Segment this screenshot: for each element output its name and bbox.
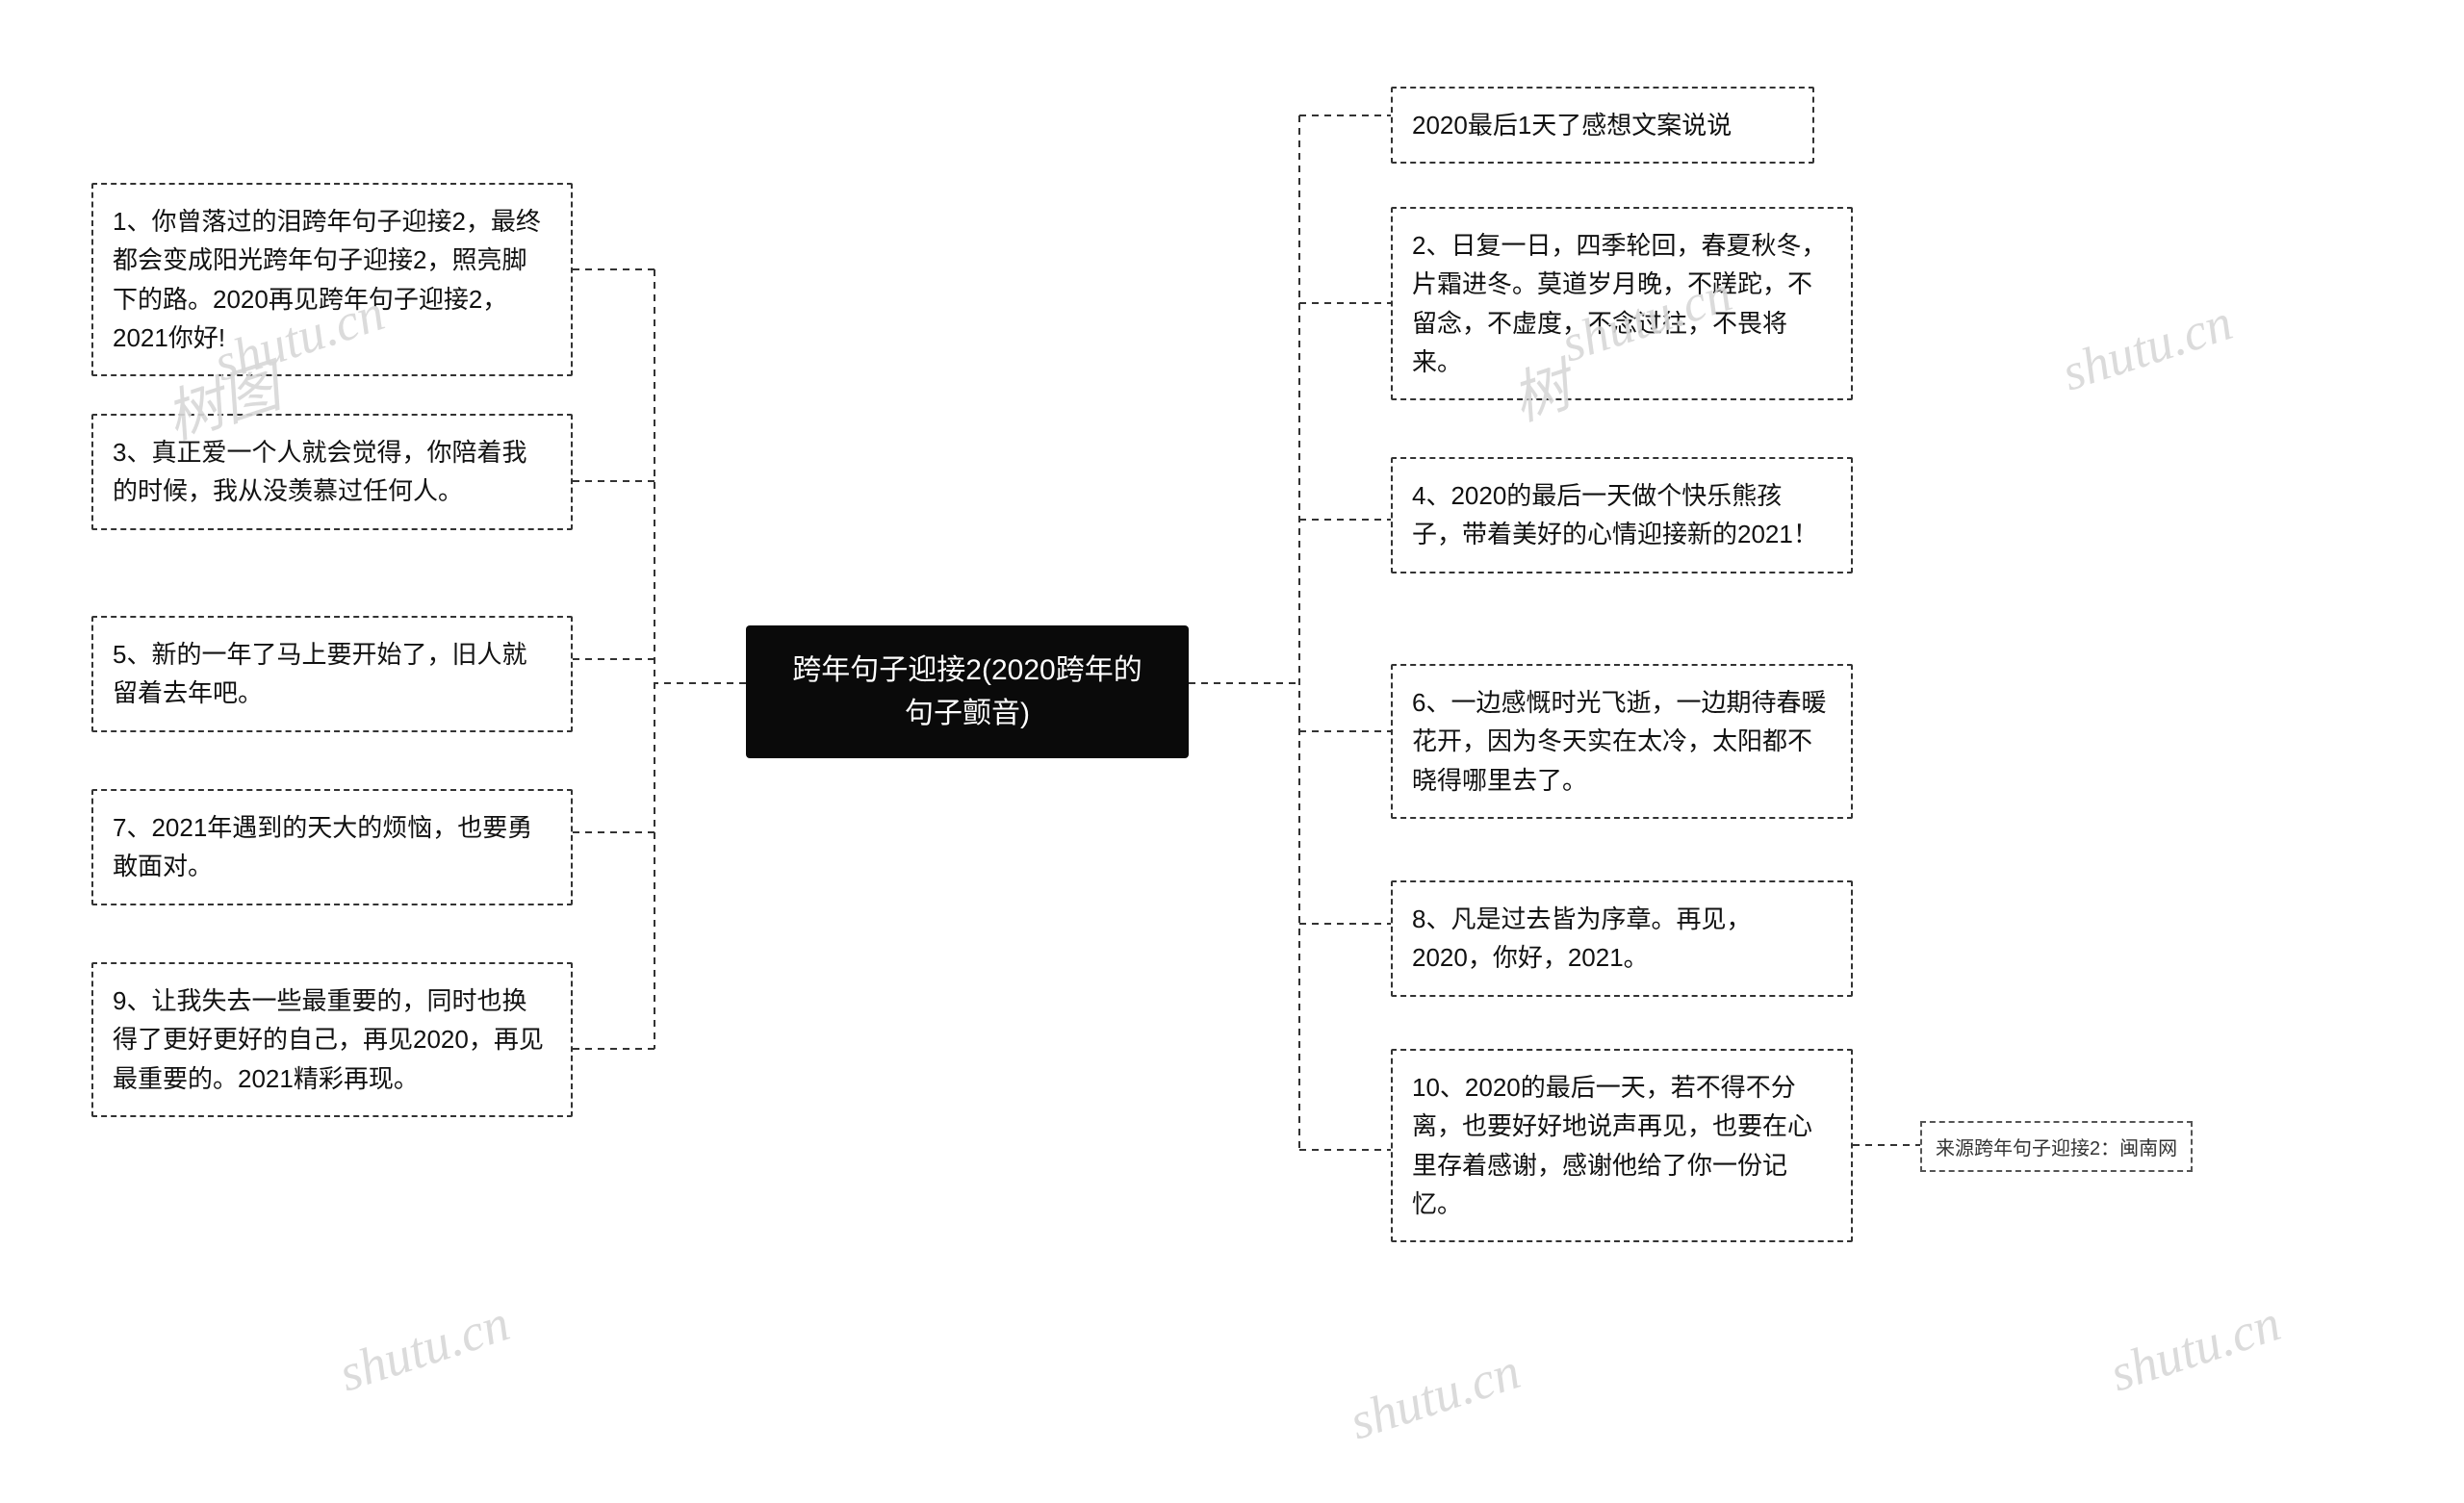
node-text: 8、凡是过去皆为序章。再见，2020，你好，2021。 bbox=[1412, 904, 1751, 972]
watermark: shutu.cn bbox=[2103, 1292, 2288, 1403]
right-node-top: 2020最后1天了感想文案说说 bbox=[1391, 87, 1814, 164]
node-text: 2、日复一日，四季轮回，春夏秋冬，片霜进冬。莫道岁月晚，不蹉跎，不留念，不虚度，… bbox=[1412, 231, 1826, 376]
source-node: 来源跨年句子迎接2：闽南网 bbox=[1920, 1121, 2193, 1172]
node-text: 来源跨年句子迎接2：闽南网 bbox=[1936, 1138, 2177, 1159]
left-node-5: 5、新的一年了马上要开始了，旧人就留着去年吧。 bbox=[91, 616, 573, 732]
node-text: 7、2021年遇到的天大的烦恼，也要勇敢面对。 bbox=[113, 813, 532, 880]
node-text: 6、一边感慨时光飞逝，一边期待春暖花开，因为冬天实在太冷，太阳都不晓得哪里去了。 bbox=[1412, 688, 1826, 795]
node-text: 5、新的一年了马上要开始了，旧人就留着去年吧。 bbox=[113, 640, 526, 707]
right-node-8: 8、凡是过去皆为序章。再见，2020，你好，2021。 bbox=[1391, 880, 1853, 997]
watermark: shutu.cn bbox=[1343, 1340, 1527, 1451]
node-text: 4、2020的最后一天做个快乐熊孩子，带着美好的心情迎接新的2021！ bbox=[1412, 481, 1818, 548]
node-text: 3、真正爱一个人就会觉得，你陪着我的时候，我从没羡慕过任何人。 bbox=[113, 438, 526, 505]
center-node-text: 跨年句子迎接2(2020跨年的句子颤音) bbox=[792, 654, 1142, 729]
watermark: shutu.cn bbox=[332, 1292, 517, 1403]
center-node: 跨年句子迎接2(2020跨年的句子颤音) bbox=[746, 625, 1189, 758]
left-node-9: 9、让我失去一些最重要的，同时也换得了更好更好的自己，再见2020，再见最重要的… bbox=[91, 962, 573, 1117]
node-text: 1、你曾落过的泪跨年句子迎接2，最终都会变成阳光跨年句子迎接2，照亮脚下的路。2… bbox=[113, 207, 541, 352]
right-node-6: 6、一边感慨时光飞逝，一边期待春暖花开，因为冬天实在太冷，太阳都不晓得哪里去了。 bbox=[1391, 664, 1853, 819]
node-text: 9、让我失去一些最重要的，同时也换得了更好更好的自己，再见2020，再见最重要的… bbox=[113, 986, 544, 1093]
node-text: 10、2020的最后一天，若不得不分离，也要好好地说声再见，也要在心里存着感谢，… bbox=[1412, 1073, 1812, 1218]
mindmap-canvas: 跨年句子迎接2(2020跨年的句子颤音) 1、你曾落过的泪跨年句子迎接2，最终都… bbox=[0, 0, 2464, 1503]
right-node-2: 2、日复一日，四季轮回，春夏秋冬，片霜进冬。莫道岁月晚，不蹉跎，不留念，不虚度，… bbox=[1391, 207, 1853, 400]
node-text: 2020最后1天了感想文案说说 bbox=[1412, 111, 1732, 140]
left-node-1: 1、你曾落过的泪跨年句子迎接2，最终都会变成阳光跨年句子迎接2，照亮脚下的路。2… bbox=[91, 183, 573, 376]
left-node-3: 3、真正爱一个人就会觉得，你陪着我的时候，我从没羡慕过任何人。 bbox=[91, 414, 573, 530]
right-node-4: 4、2020的最后一天做个快乐熊孩子，带着美好的心情迎接新的2021！ bbox=[1391, 457, 1853, 573]
right-node-10: 10、2020的最后一天，若不得不分离，也要好好地说声再见，也要在心里存着感谢，… bbox=[1391, 1049, 1853, 1242]
left-node-7: 7、2021年遇到的天大的烦恼，也要勇敢面对。 bbox=[91, 789, 573, 905]
watermark: shutu.cn bbox=[2055, 292, 2240, 402]
